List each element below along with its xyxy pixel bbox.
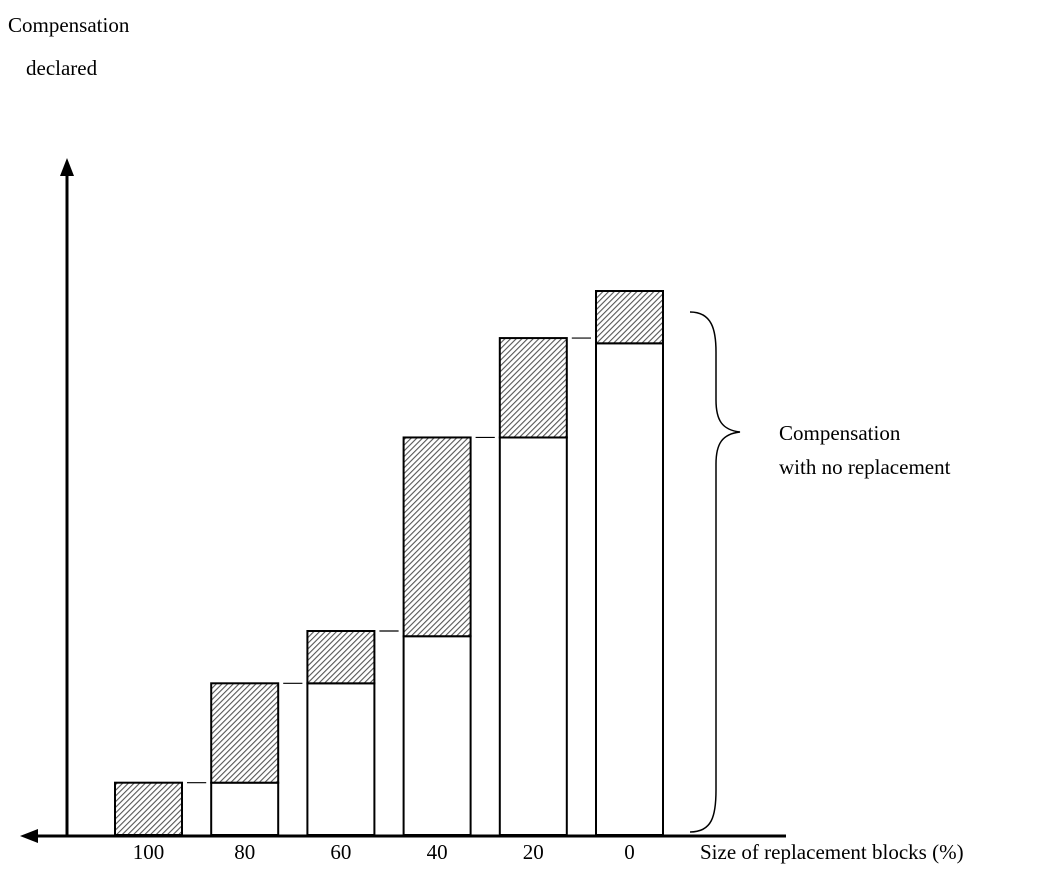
x-tick-label-100: 100 xyxy=(133,840,165,864)
bar-hatched-100 xyxy=(114,781,183,837)
bar-base-80 xyxy=(210,781,280,837)
bar-hatched-20 xyxy=(498,337,568,439)
brace-annotation-line-2: with no replacement xyxy=(779,455,951,479)
connector-lines xyxy=(187,337,591,784)
curly-brace xyxy=(689,311,741,833)
bar-base-20 xyxy=(498,436,568,836)
bar-base-40 xyxy=(402,635,472,836)
x-tick-label-60: 60 xyxy=(330,840,351,864)
bar-base-0 xyxy=(595,342,664,836)
bar-base-60 xyxy=(306,682,376,836)
x-axis-arrowhead xyxy=(20,829,38,843)
brace-annotation-line-1: Compensation xyxy=(779,421,901,445)
x-tick-label-40: 40 xyxy=(427,840,448,864)
x-tick-label-0: 0 xyxy=(624,840,635,864)
x-tick-labels: 100 80 60 40 20 0 xyxy=(133,840,635,864)
x-tick-label-20: 20 xyxy=(523,840,544,864)
bar-hatched-40 xyxy=(402,436,472,638)
x-tick-label-80: 80 xyxy=(234,840,255,864)
bar-hatched-60 xyxy=(306,630,376,685)
x-axis-label: Size of replacement blocks (%) xyxy=(700,840,964,864)
bars-layer xyxy=(114,290,664,837)
y-axis-arrowhead xyxy=(60,158,74,176)
bar-hatched-0 xyxy=(595,290,664,345)
y-axis-label-line-1: Compensation xyxy=(8,13,130,37)
y-axis-label-line-2: declared xyxy=(26,56,98,80)
bar-hatched-80 xyxy=(210,682,280,784)
